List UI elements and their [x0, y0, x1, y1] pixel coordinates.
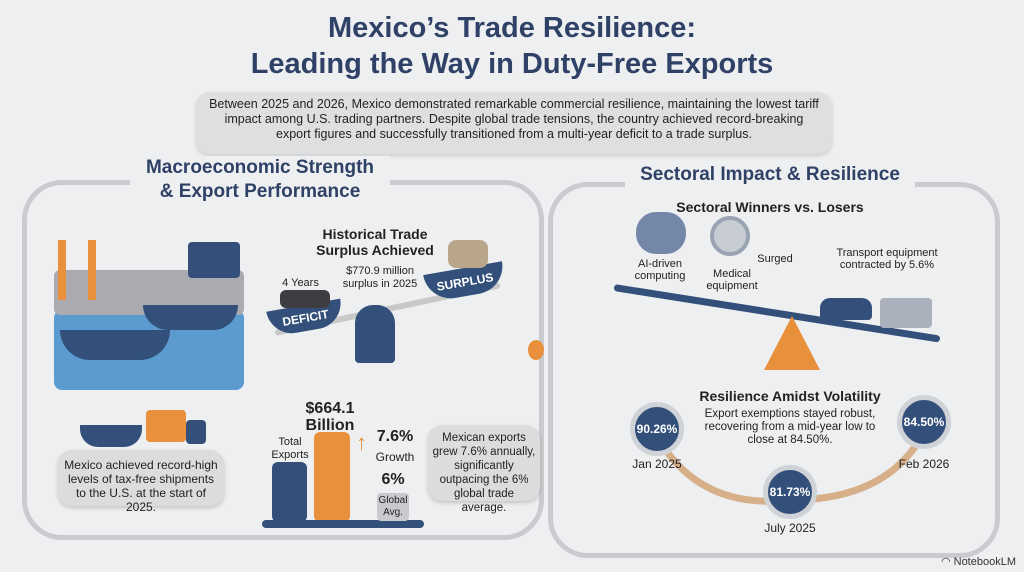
title-line-1: Mexico’s Trade Resilience: [327, 12, 697, 44]
notebooklm-logo: ◠ NotebookLM [941, 555, 1016, 568]
growth-label: Growth [375, 450, 415, 464]
intro-text: Between 2025 and 2026, Mexico demonstrat… [196, 92, 832, 154]
coins-icon [448, 240, 488, 268]
point-label-feb-2026: Feb 2026 [898, 457, 950, 471]
factory-icon [188, 242, 240, 278]
point-jan-2025: 90.26% [630, 402, 684, 456]
brand-text: NotebookLM [953, 556, 1016, 568]
bar-baseline [262, 520, 424, 528]
left-title-1: Macroeconomic Strength [145, 157, 375, 178]
ship-icon [80, 425, 142, 447]
growth-value: 7.6% [376, 428, 414, 445]
truck-cab [186, 420, 206, 444]
weights-icon [280, 290, 330, 308]
shipments-card: Mexico achieved record-high levels of ta… [58, 450, 224, 514]
point-label-jan-2025: Jan 2025 [632, 457, 682, 471]
brain-gear-icon [636, 212, 686, 254]
transport-label: Transport equipment contracted by 5.6% [836, 247, 938, 271]
port-illustration [48, 230, 248, 390]
exports-value-2: Billion [305, 417, 355, 434]
bar-total-exports [314, 432, 350, 522]
connector-knob [528, 340, 544, 360]
exports-value: $664.1 Billion [290, 400, 370, 434]
crane-icon [88, 240, 96, 300]
point-label-july-2025: July 2025 [764, 521, 816, 535]
global-value: 6% [381, 471, 405, 488]
left-title-2: & Export Performance [159, 181, 361, 202]
page-title: Mexico’s Trade Resilience: Leading the W… [0, 10, 1024, 82]
medical-label: Medical equipment [706, 268, 758, 292]
total-exports-label: Total Exports [271, 436, 309, 461]
resilience-text: Export exemptions stayed robust, recover… [704, 408, 876, 446]
winners-title: Sectoral Winners vs. Losers [676, 199, 864, 215]
surplus-title-1: Historical Trade [322, 226, 428, 242]
cargo-ship-icon [143, 305, 238, 330]
truck-icon [146, 410, 186, 442]
deficit-years: 4 Years [282, 277, 319, 289]
surged-label: Surged [757, 253, 793, 265]
title-line-2: Leading the Way in Duty-Free Exports [250, 48, 774, 80]
growth-note-card: Mexican exports grew 7.6% annually, sign… [428, 425, 540, 514]
up-arrow-icon: ↑ [356, 430, 367, 455]
surplus-amount-2: surplus in 2025 [342, 278, 418, 290]
car-icon [820, 298, 872, 320]
surplus-title: Historical Trade Surplus Achieved [305, 226, 445, 258]
surplus-title-2: Surplus Achieved [316, 242, 434, 258]
left-section-title: Macroeconomic Strength & Export Performa… [130, 156, 390, 204]
seesaw-pivot [355, 305, 395, 363]
point-feb-2026: 84.50% [897, 395, 951, 449]
bar-previous [272, 462, 307, 522]
right-section-title: Sectoral Impact & Resilience [625, 163, 915, 187]
cargo-ship-icon [60, 330, 170, 360]
truck-icon [880, 298, 932, 328]
surplus-amount-1: $770.9 million [346, 265, 414, 277]
point-july-2025: 81.73% [763, 465, 817, 519]
notebooklm-icon: ◠ [940, 556, 954, 568]
exports-value-1: $664.1 [305, 400, 355, 417]
surplus-amount: $770.9 million surplus in 2025 [335, 265, 425, 291]
global-avg-bar: Global Avg. [377, 493, 409, 521]
ai-label: AI-driven computing [634, 258, 686, 282]
crane-icon [58, 240, 66, 300]
medical-scanner-icon [710, 216, 750, 256]
sector-pivot [764, 316, 820, 370]
resilience-title: Resilience Amidst Volatility [699, 388, 881, 404]
